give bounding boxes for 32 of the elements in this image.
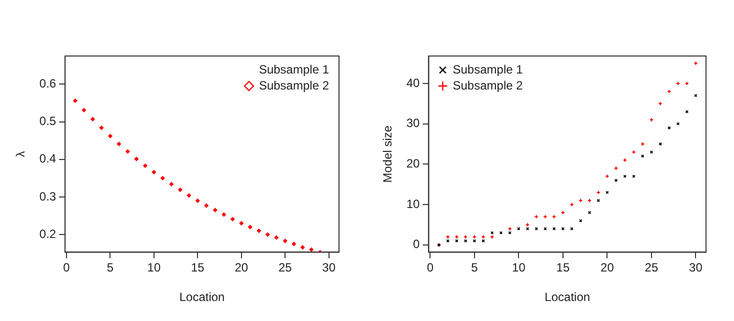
y-tick-label: 40 [406, 76, 420, 90]
legend-label: Subsample 1 [258, 62, 330, 76]
x-tick-label: 10 [147, 260, 161, 275]
x-tick-label: 0 [426, 260, 434, 275]
x-tick-label: 20 [234, 260, 248, 275]
y-tick-label: 0.3 [39, 189, 56, 204]
y-tick-label: 0.4 [39, 152, 56, 166]
y-tick-label: 0 [413, 237, 420, 252]
x-tick-label: 25 [644, 260, 658, 275]
x-tick-label: 30 [322, 260, 336, 275]
x-axis-title: Location [544, 290, 590, 304]
x-tick-label: 20 [600, 260, 614, 275]
legend-label: Subsample 2 [258, 78, 330, 92]
y-tick-label: 0.5 [39, 114, 56, 128]
x-tick-label: 10 [512, 260, 526, 275]
x-tick-label: 15 [556, 260, 570, 275]
y-tick-label: 10 [406, 196, 420, 211]
y-tick-label: 0.6 [39, 76, 56, 90]
x-tick-label: 30 [689, 260, 703, 275]
x-tick-label: 0 [63, 260, 70, 275]
legend-label: Subsample 1 [452, 62, 524, 76]
y-tick-label: 20 [406, 156, 420, 171]
legend-label: Subsample 2 [452, 78, 524, 92]
x-tick-label: 5 [471, 260, 478, 275]
x-axis-title: Location [179, 290, 225, 304]
y-tick-label: 30 [406, 116, 420, 130]
y-tick-label: 0.2 [39, 226, 56, 241]
x-tick-label: 5 [106, 260, 114, 275]
x-tick-label: 25 [278, 260, 292, 275]
x-tick-label: 15 [190, 260, 205, 275]
y-axis-title: Model size [380, 125, 395, 183]
y-axis-title: λ [14, 151, 28, 158]
